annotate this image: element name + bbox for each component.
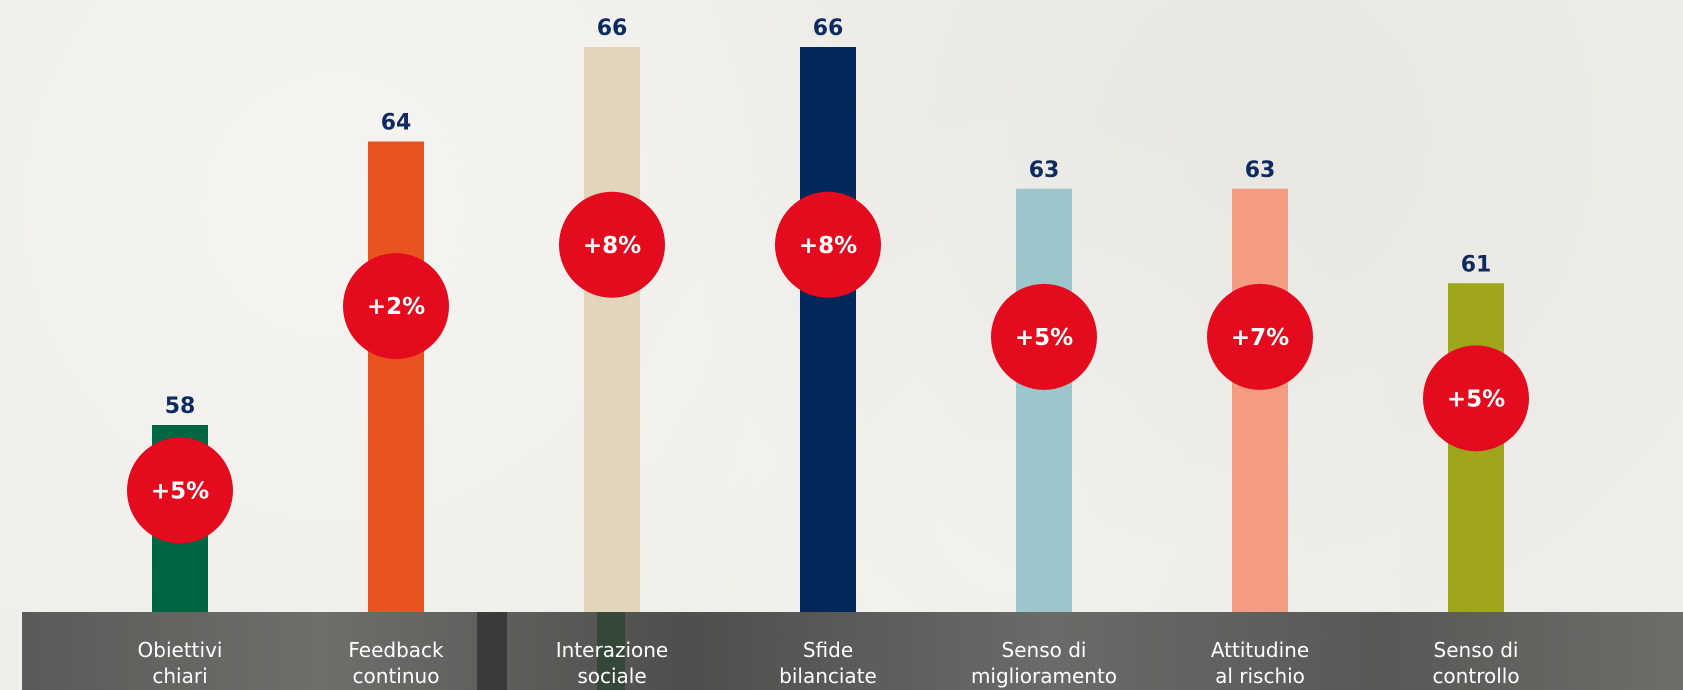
category-label-obiettivi-chiari: Obiettivi chiari <box>137 638 223 688</box>
category-label-band <box>22 612 1683 690</box>
change-label-senso-di-controllo: +5% <box>1447 386 1505 412</box>
value-labels-layer: 58 64 66 66 63 63 61 <box>165 16 1492 419</box>
value-label-senso-di-miglioramento: 63 <box>1029 158 1060 183</box>
value-label-feedback-continuo: 64 <box>381 111 412 136</box>
change-badges-layer: +5% +2% +8% +8% +5% +7% +5% <box>127 191 1529 544</box>
value-label-attitudine-al-rischio: 63 <box>1245 158 1276 183</box>
bar-interazione-sociale <box>584 47 640 612</box>
category-label-sfide-bilanciate: Sfide bilanciate <box>779 638 877 688</box>
category-label-senso-di-controllo: Senso di controllo <box>1432 638 1520 688</box>
bar-sfide-bilanciate <box>800 47 856 612</box>
bar-senso-di-miglioramento <box>1016 188 1072 612</box>
change-label-attitudine-al-rischio: +7% <box>1231 325 1289 351</box>
value-label-sfide-bilanciate: 66 <box>813 16 844 41</box>
change-badge-senso-di-miglioramento <box>991 283 1097 390</box>
category-label-interazione-sociale: Interazione sociale <box>555 638 669 688</box>
change-badge-interazione-sociale <box>559 191 665 298</box>
change-badge-feedback-continuo <box>343 253 449 360</box>
bar-attitudine-al-rischio <box>1232 188 1288 612</box>
change-badge-obiettivi-chiari <box>127 437 233 544</box>
change-badge-attitudine-al-rischio <box>1207 283 1313 390</box>
change-label-feedback-continuo: +2% <box>367 294 425 320</box>
change-label-senso-di-miglioramento: +5% <box>1015 325 1073 351</box>
category-label-attitudine-al-rischio: Attitudine al rischio <box>1210 638 1310 688</box>
category-label-feedback-continuo: Feedback continuo <box>348 638 444 688</box>
change-badge-sfide-bilanciate <box>775 191 881 298</box>
value-label-obiettivi-chiari: 58 <box>165 394 196 419</box>
value-label-senso-di-controllo: 61 <box>1461 252 1492 277</box>
value-label-interazione-sociale: 66 <box>597 16 628 41</box>
change-label-obiettivi-chiari: +5% <box>151 478 209 504</box>
bar-feedback-continuo <box>368 141 424 612</box>
change-label-interazione-sociale: +8% <box>583 233 641 259</box>
change-badge-senso-di-controllo <box>1423 345 1529 452</box>
category-label-senso-di-miglioramento: Senso di miglioramento <box>970 638 1118 688</box>
change-label-sfide-bilanciate: +8% <box>799 233 857 259</box>
